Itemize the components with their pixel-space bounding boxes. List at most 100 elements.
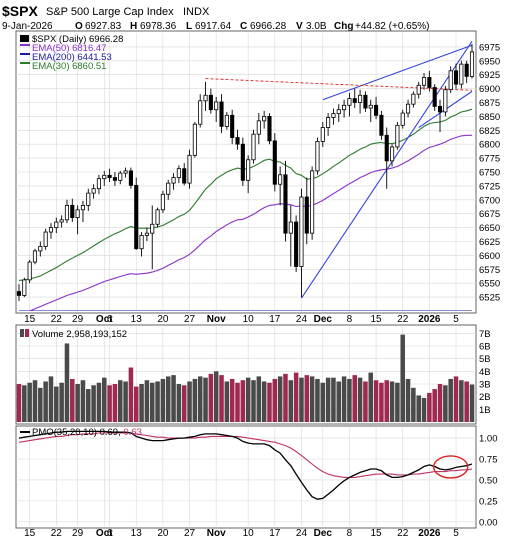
candle-up xyxy=(155,209,160,225)
pmo-highlight-ellipse xyxy=(432,455,469,479)
exchange: INDX xyxy=(183,6,210,18)
candle-up xyxy=(139,234,144,250)
candle-down xyxy=(294,221,299,267)
legend-swatch-ema50 xyxy=(20,44,30,46)
price-y-tick-label: 6850 xyxy=(479,112,500,123)
candle-up xyxy=(320,127,325,142)
x-tick-label: 22 xyxy=(51,528,63,539)
candle-up xyxy=(102,174,107,180)
legend-ema50: EMA(50) 6816.47 xyxy=(32,43,106,54)
volume-y-tick-label: 4B xyxy=(479,367,491,378)
ema50-path xyxy=(27,134,472,311)
price-grid xyxy=(16,33,476,311)
symbol: $SPX xyxy=(2,3,38,19)
volume-bar xyxy=(459,380,464,422)
volume-bar xyxy=(299,377,304,422)
legend-ema30: EMA(30) 6860.51 xyxy=(32,61,106,72)
volume-bar xyxy=(421,397,427,422)
candle-up xyxy=(251,133,256,161)
candle-down xyxy=(107,174,112,178)
price-y-tick-label: 6700 xyxy=(479,195,500,206)
x-tick-label: 20 xyxy=(157,314,169,325)
volume-bar xyxy=(32,380,38,422)
volume-bar xyxy=(219,375,224,422)
volume-bar xyxy=(389,381,395,422)
candle-up xyxy=(59,219,64,223)
volume-bar xyxy=(352,375,358,422)
volume-bar xyxy=(240,380,246,422)
candle-down xyxy=(128,170,133,186)
volume-bar xyxy=(102,377,107,422)
change-label: Chg xyxy=(334,21,353,32)
candle-up xyxy=(75,209,80,218)
candle-up xyxy=(315,141,320,172)
legend-swatch-volume-down xyxy=(25,329,29,337)
volume-bar xyxy=(320,382,326,422)
x-tick-label: 17 xyxy=(269,314,281,325)
volume-bar xyxy=(437,384,443,422)
volume-bar xyxy=(469,384,475,422)
close-label: C xyxy=(240,21,247,32)
ema50-line xyxy=(27,134,472,311)
candle-up xyxy=(64,204,70,221)
pmo-path xyxy=(18,430,473,500)
volume-bar xyxy=(117,380,123,422)
price-y-tick-label: 6675 xyxy=(479,209,500,220)
volume-y-tick-label: 7B xyxy=(479,329,491,340)
volume-bar xyxy=(267,382,272,422)
candle-up xyxy=(326,117,331,128)
pmo-legend: PMO(35,20,10) 0.69, 0.63 xyxy=(20,427,142,438)
legend-price: $SPX (Daily) 6966.28 xyxy=(32,34,123,45)
change-value: +44.82 (+0.65%) xyxy=(355,21,430,32)
volume-bar xyxy=(405,378,411,422)
volume-bar xyxy=(128,367,134,422)
candle-up xyxy=(278,174,283,185)
x-tick-label: 27 xyxy=(184,314,196,325)
open-value: 6927.83 xyxy=(85,21,122,32)
volume-bar xyxy=(139,384,144,422)
x-tick-label: 15 xyxy=(371,528,383,539)
candle-up xyxy=(443,89,448,113)
volume-panel-label: Volume 2,958,193,152 xyxy=(32,329,127,340)
legend-swatch-pmo xyxy=(20,431,30,433)
candle-up xyxy=(395,124,400,148)
candle-down xyxy=(427,77,432,88)
x-tick-label: 8 xyxy=(347,314,353,325)
x-tick-label: Nov xyxy=(207,314,226,325)
price-y-tick-label: 6800 xyxy=(479,140,500,151)
candle-down xyxy=(219,101,224,127)
pmo-grid xyxy=(16,428,476,526)
candle-up xyxy=(368,104,373,109)
candle-up xyxy=(43,231,48,247)
volume-bar xyxy=(43,381,48,422)
candle-down xyxy=(283,174,288,234)
candle-up xyxy=(448,70,453,91)
candle-up xyxy=(144,232,149,236)
volume-bar xyxy=(363,381,368,422)
volume-bar xyxy=(368,372,374,422)
volume-bar xyxy=(176,384,182,422)
volume-bar xyxy=(416,395,421,422)
volume-y-tick-label: 5B xyxy=(479,354,491,365)
x-tick-label: 22 xyxy=(397,528,409,539)
candle-up xyxy=(80,204,86,211)
candle-down xyxy=(272,140,277,185)
candle-up xyxy=(331,113,336,118)
candle-up xyxy=(86,192,91,206)
close-value: 6966.28 xyxy=(250,21,287,32)
volume-bar xyxy=(453,376,459,422)
price-y-tick-label: 6775 xyxy=(479,154,500,165)
x-tick-label: 10 xyxy=(243,314,255,325)
candle-down xyxy=(134,184,139,250)
volume-bar xyxy=(427,392,432,422)
candles xyxy=(16,44,475,301)
price-legend: $SPX (Daily) 6966.28 EMA(50) 6816.47 EMA… xyxy=(20,34,123,72)
price-y-tick-label: 6950 xyxy=(479,56,500,67)
candle-up xyxy=(214,101,219,111)
x-tick-label: 10 xyxy=(243,528,255,539)
x-tick-label: 2026 xyxy=(418,528,441,539)
volume-bar xyxy=(261,381,267,422)
volume-bar xyxy=(224,381,230,422)
